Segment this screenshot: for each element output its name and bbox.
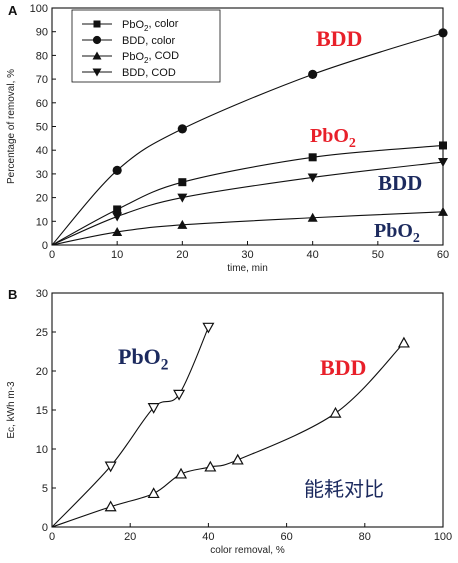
x-tick-label: 50	[372, 249, 384, 261]
annotation: PbO2	[374, 220, 420, 246]
series-0	[51, 141, 447, 246]
data-point	[173, 389, 186, 401]
data-point	[147, 487, 160, 499]
data-point	[177, 124, 187, 134]
data-point	[104, 500, 117, 512]
annotation: PbO2	[118, 344, 169, 373]
y-tick-label: 60	[36, 98, 48, 110]
data-point	[147, 403, 160, 414]
x-tick-label: 0	[49, 531, 55, 543]
y-axis-title: Percentage of removal, %	[6, 69, 17, 184]
series-line	[51, 161, 444, 246]
x-tick-label: 40	[307, 249, 319, 261]
data-point	[307, 173, 318, 183]
series-line	[51, 32, 444, 246]
y-tick-label: 10	[36, 216, 48, 228]
y-tick-label: 0	[42, 522, 48, 534]
data-point	[397, 336, 410, 348]
annotation: 能耗对比	[304, 477, 384, 501]
panel-label: A	[8, 3, 18, 18]
legend: PbO2, color BDD, color PbO2, COD BDD, COD	[71, 9, 221, 83]
x-tick-label: 20	[124, 531, 136, 543]
x-tick-label: 0	[49, 249, 55, 261]
data-point	[104, 461, 117, 473]
data-point	[113, 205, 122, 214]
legend-marker	[92, 68, 102, 77]
data-point	[438, 206, 448, 216]
series-line	[51, 211, 444, 246]
series-1	[51, 336, 410, 528]
data-point	[177, 193, 188, 203]
y-tick-label: 20	[36, 193, 48, 205]
x-tick-label: 30	[241, 249, 253, 261]
data-point	[178, 178, 187, 187]
legend-label: BDD, COD	[122, 67, 176, 79]
y-tick-label: 10	[36, 444, 48, 456]
legend-marker	[92, 51, 102, 60]
data-point	[439, 141, 447, 150]
data-point	[112, 165, 122, 175]
series-1	[51, 28, 448, 246]
data-point	[177, 219, 188, 229]
legend-label: PbO2, COD	[122, 50, 179, 65]
y-tick-label: 25	[36, 327, 48, 339]
y-tick-label: 15	[36, 405, 48, 417]
panel-label: B	[8, 287, 17, 302]
y-tick-label: 0	[42, 240, 48, 252]
x-tick-label: 10	[111, 249, 123, 261]
x-axis-title: color removal, %	[210, 545, 285, 556]
y-tick-label: 30	[36, 288, 48, 300]
data-point	[175, 467, 188, 479]
x-tick-label: 20	[176, 249, 188, 261]
annotation: BDD	[378, 171, 422, 195]
y-tick-label: 20	[36, 366, 48, 378]
y-tick-label: 100	[30, 3, 48, 15]
series-0	[51, 322, 215, 528]
data-point	[231, 453, 244, 465]
series-2	[51, 206, 448, 246]
annotation: BDD	[316, 26, 362, 51]
y-tick-label: 90	[36, 27, 48, 39]
data-point	[308, 69, 318, 79]
data-point	[438, 158, 448, 168]
x-tick-label: 80	[359, 531, 371, 543]
series-3	[51, 158, 448, 246]
y-tick-label: 50	[36, 122, 48, 134]
data-point	[202, 322, 215, 334]
y-tick-label: 70	[36, 74, 48, 86]
panel-b: 0 20 40 60 80 100 0 5 10 15 20 25 30 color removal, %…	[6, 287, 452, 556]
data-point	[204, 460, 217, 472]
y-tick-label: 80	[36, 50, 48, 62]
data-point	[308, 153, 317, 162]
data-point	[112, 212, 123, 222]
legend-marker	[92, 35, 102, 45]
x-tick-label: 100	[434, 531, 452, 543]
x-tick-label: 40	[202, 531, 214, 543]
y-axis-title: Ec, kWh m-3	[6, 381, 17, 439]
x-tick-label: 60	[280, 531, 292, 543]
annotation: PbO2	[310, 125, 356, 151]
x-tick-label: 60	[437, 249, 449, 261]
data-point	[307, 212, 318, 222]
legend-label: PbO2, color	[122, 18, 179, 33]
legend-marker	[93, 20, 101, 28]
annotation: BDD	[320, 355, 366, 380]
legend-label: BDD, color	[122, 35, 176, 47]
y-tick-label: 30	[36, 169, 48, 181]
y-tick-label: 5	[42, 483, 48, 495]
plot-frame	[51, 292, 444, 528]
series-line	[51, 144, 444, 246]
data-point	[329, 406, 342, 418]
panel-a: 0 10 20 30 40 50 60 0 10 20 30 40 50 60 70 80 90 100 time,…	[6, 3, 449, 274]
x-axis-title: time, min	[227, 263, 268, 274]
y-tick-label: 40	[36, 145, 48, 157]
data-point	[438, 28, 448, 38]
data-point	[112, 226, 123, 236]
